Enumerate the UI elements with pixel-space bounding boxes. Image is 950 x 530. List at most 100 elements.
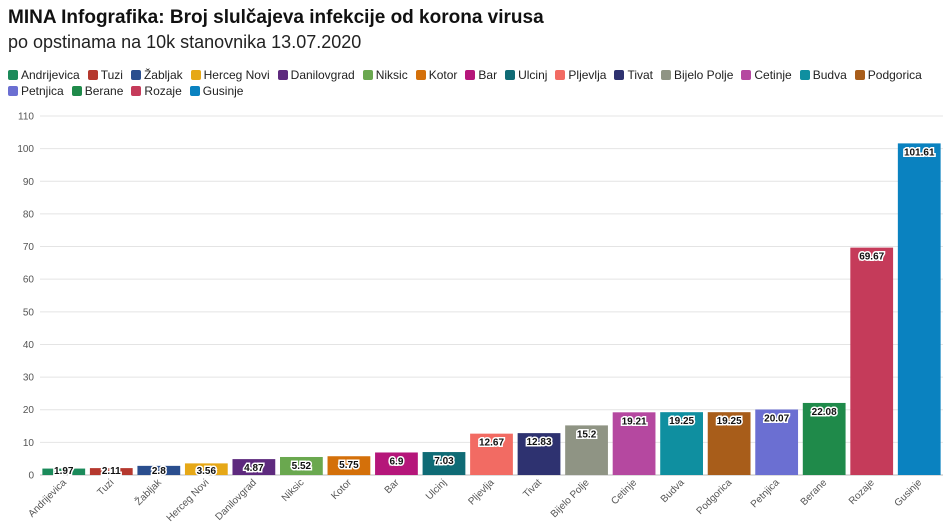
legend-item[interactable]: Andrijevica: [8, 67, 80, 83]
bar: [565, 425, 608, 475]
bar: [137, 465, 181, 475]
y-tick-label: 70: [23, 242, 35, 253]
legend-item[interactable]: Pljevlja: [555, 67, 606, 83]
legend-swatch: [661, 70, 671, 80]
legend-label: Bar: [478, 68, 498, 82]
data-label: 2.8: [152, 466, 166, 477]
legend-item[interactable]: Tivat: [614, 67, 653, 83]
legend-label: Danilovgrad: [290, 68, 355, 82]
legend-swatch: [465, 70, 476, 80]
data-label: 22.08: [812, 407, 837, 418]
legend-label: Bijelo Polje: [674, 68, 734, 82]
legend-label: Niksic: [375, 68, 408, 82]
legend-swatch: [277, 70, 288, 80]
legend-swatch: [505, 70, 516, 80]
legend-item[interactable]: Danilovgrad: [277, 67, 355, 83]
x-tick-label: Herceg Novi: [165, 477, 212, 524]
x-tick-label: Budva: [659, 477, 687, 505]
data-label: 6.9: [389, 456, 403, 467]
data-label: 5.75: [339, 460, 359, 471]
data-label: 15.2: [577, 429, 597, 440]
x-tick-label: Gusinje: [893, 477, 925, 509]
x-tick-label: Ulcinj: [424, 477, 449, 502]
legend-swatch: [190, 70, 201, 80]
x-tick-label: Bar: [383, 477, 402, 496]
legend-label: Andrijevica: [21, 68, 80, 82]
y-tick-label: 20: [23, 405, 35, 416]
legend-item[interactable]: Cetinje: [741, 67, 792, 83]
legend-swatch: [362, 70, 373, 80]
legend-swatch: [415, 70, 426, 80]
legend-item[interactable]: Berane: [71, 83, 124, 99]
bar: [280, 456, 323, 475]
x-tick-label: Niksic: [280, 477, 307, 504]
x-tick-label: Kotor: [329, 477, 354, 502]
legend-item[interactable]: Bar: [465, 67, 497, 83]
legend-item[interactable]: Kotor: [415, 67, 457, 83]
bar: [89, 468, 133, 475]
legend-swatch: [189, 86, 200, 96]
legend-label: Cetinje: [754, 68, 792, 82]
bar: [755, 409, 799, 475]
x-tick-label: Andrijevica: [27, 477, 70, 520]
chart-title: MINA Infografika: Broj slulčajeva infekc…: [8, 7, 544, 28]
legend-label: Žabljak: [143, 68, 183, 82]
legend-label: Budva: [812, 68, 847, 82]
y-tick-label: 0: [28, 471, 34, 482]
legend-label: Pljevlja: [568, 68, 607, 82]
bar: [375, 452, 418, 475]
legend-label: Podgorica: [867, 68, 922, 82]
legend-item[interactable]: Budva: [799, 67, 847, 83]
chart-subtitle: po opstinama na 10k stanovnika 13.07.202…: [8, 32, 362, 52]
legend-label: Rozaje: [144, 84, 182, 98]
x-tick-label: Danilovgrad: [213, 477, 259, 523]
legend-label: Petnjica: [21, 84, 64, 98]
legend-item[interactable]: Žabljak: [130, 67, 183, 83]
legend-swatch: [854, 70, 865, 80]
data-label: 7.03: [434, 456, 454, 467]
data-label: 1.97: [54, 466, 74, 477]
data-label: 69.67: [859, 252, 884, 263]
legend-label: Ulcinj: [518, 68, 548, 82]
legend-label: Tivat: [627, 68, 653, 82]
legend-item[interactable]: Petnjica: [8, 83, 64, 99]
x-tick-label: Pljevlja: [466, 477, 496, 507]
bar: [42, 468, 86, 475]
legend-swatch: [71, 86, 82, 96]
legend-item[interactable]: Gusinje: [189, 83, 243, 99]
y-tick-label: 100: [17, 144, 34, 155]
legend: Andrijevica Tuzi Žabljak Herceg Novi Danilov…: [8, 67, 943, 99]
data-label: 20.07: [764, 413, 789, 424]
bar: [184, 463, 228, 475]
y-tick-label: 60: [23, 275, 35, 286]
legend-item[interactable]: Rozaje: [131, 83, 182, 99]
data-label: 2.11: [102, 466, 121, 477]
data-label: 19.25: [717, 416, 742, 427]
y-tick-label: 40: [23, 340, 35, 351]
bar: [660, 412, 703, 475]
x-tick-label: Tivat: [521, 477, 544, 500]
legend-swatch: [8, 86, 18, 96]
legend-item[interactable]: Ulcinj: [505, 67, 547, 83]
legend-swatch: [799, 70, 810, 80]
legend-swatch: [130, 70, 141, 80]
legend-item[interactable]: Bijelo Polje: [661, 67, 733, 83]
legend-label: Berane: [84, 84, 124, 98]
x-tick-label: Podgorica: [695, 477, 735, 517]
legend-label: Herceg Novi: [203, 68, 270, 82]
data-label: 19.25: [669, 416, 694, 427]
y-tick-label: 30: [23, 373, 35, 384]
bar: [517, 433, 561, 475]
legend-swatch: [555, 70, 566, 80]
x-tick-label: Rozaje: [847, 477, 877, 507]
x-tick-label: Berane: [799, 477, 830, 508]
legend-item[interactable]: Tuzi: [87, 67, 123, 83]
data-label: 101.61: [904, 147, 935, 158]
data-label: 3.56: [197, 466, 217, 477]
legend-swatch: [8, 70, 18, 80]
legend-item[interactable]: Podgorica: [854, 67, 922, 83]
legend-item[interactable]: Niksic: [362, 67, 408, 83]
bar: [470, 433, 513, 475]
legend-item[interactable]: Herceg Novi: [190, 67, 270, 83]
